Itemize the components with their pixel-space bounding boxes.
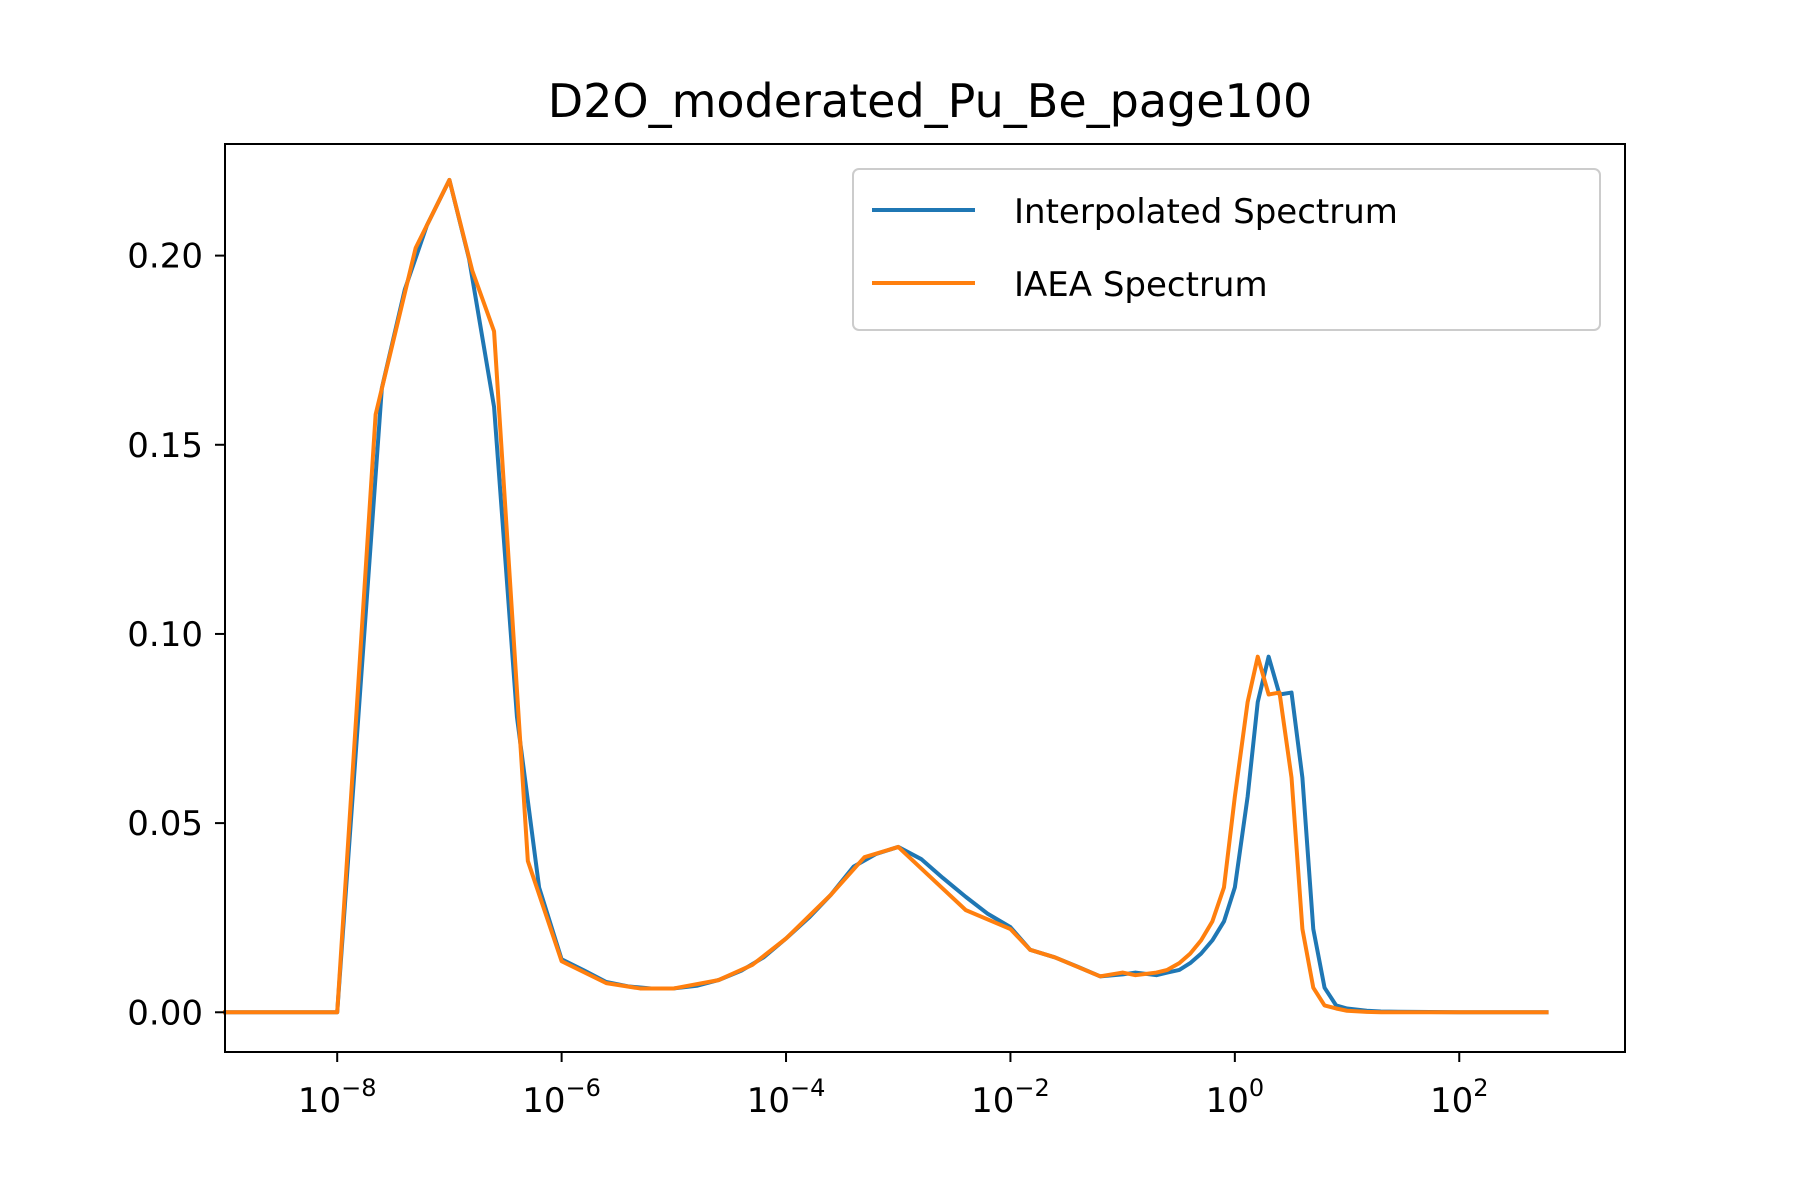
x-tick-label: 10−6	[522, 1074, 601, 1121]
legend: Interpolated Spectrum IAEA Spectrum	[852, 168, 1601, 331]
y-tick-label: 0.20	[127, 237, 203, 277]
legend-label-iaea: IAEA Spectrum	[1014, 265, 1268, 305]
x-tick-label: 102	[1430, 1074, 1489, 1121]
series-layer	[223, 177, 1549, 1015]
x-tick-label: 10−8	[298, 1074, 377, 1121]
y-tick-label: 0.15	[127, 426, 203, 466]
x-tick-label: 100	[1206, 1074, 1265, 1121]
x-axis: 10−8 10−6 10−4 10−2 100 102	[298, 1052, 1489, 1121]
y-tick-label: 0.00	[127, 993, 203, 1033]
plot-frame	[224, 143, 1626, 1053]
y-axis: 0.00 0.05 0.10 0.15 0.20	[127, 237, 225, 1033]
series-line-1	[223, 177, 1549, 1015]
legend-frame	[852, 168, 1601, 331]
y-tick-label: 0.10	[127, 615, 203, 655]
x-tick-label: 10−4	[747, 1074, 826, 1121]
y-tick-label: 0.05	[127, 804, 203, 844]
chart-title: D2O_moderated_Pu_Be_page100	[548, 74, 1313, 128]
x-tick-label: 10−2	[971, 1074, 1050, 1121]
legend-label-interpolated: Interpolated Spectrum	[1014, 192, 1398, 232]
